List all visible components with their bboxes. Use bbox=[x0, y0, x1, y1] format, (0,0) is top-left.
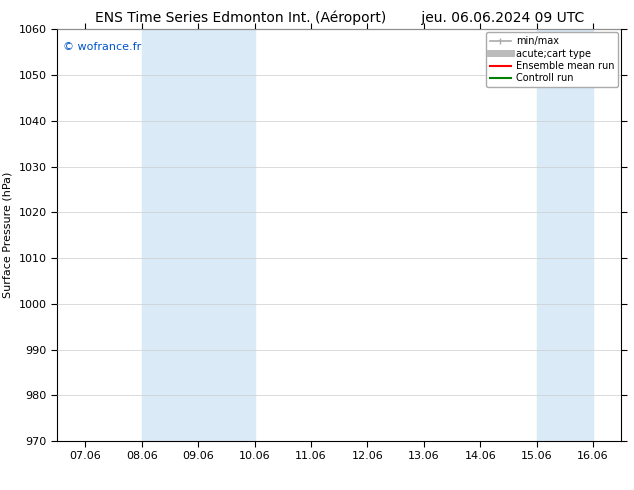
Legend: min/max, acute;cart type, Ensemble mean run, Controll run: min/max, acute;cart type, Ensemble mean … bbox=[486, 32, 618, 87]
Bar bbox=[142, 29, 255, 441]
Text: © wofrance.fr: © wofrance.fr bbox=[63, 42, 141, 52]
Y-axis label: Surface Pressure (hPa): Surface Pressure (hPa) bbox=[3, 172, 13, 298]
Bar bbox=[536, 29, 593, 441]
Title: ENS Time Series Edmonton Int. (Aéroport)        jeu. 06.06.2024 09 UTC: ENS Time Series Edmonton Int. (Aéroport)… bbox=[94, 11, 584, 25]
